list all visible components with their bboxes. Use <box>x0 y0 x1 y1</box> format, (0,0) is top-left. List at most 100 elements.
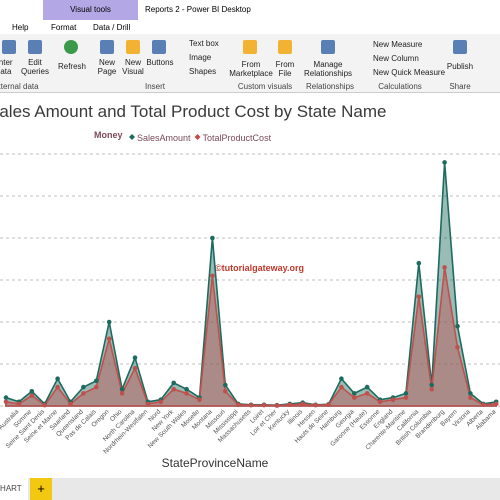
marker <box>119 391 125 396</box>
page-tab[interactable]: CHART <box>0 478 28 500</box>
marker <box>42 402 47 408</box>
chart-title: Sales Amount and Total Product Cost by S… <box>0 102 386 121</box>
group-label: Share <box>449 82 471 91</box>
page-tabs: CHART + <box>0 478 500 500</box>
marker <box>197 397 202 403</box>
marker <box>364 384 370 390</box>
marker <box>481 402 486 408</box>
marker <box>455 344 460 350</box>
button[interactable]: Image <box>189 53 212 62</box>
marker <box>493 401 499 407</box>
button[interactable]: New Column <box>373 54 419 63</box>
marker <box>16 401 22 407</box>
button[interactable]: Refresh <box>57 62 86 71</box>
marker <box>429 382 435 388</box>
marker <box>352 395 357 400</box>
group-label: External data <box>0 82 39 91</box>
marker <box>223 389 228 394</box>
group-label: Insert <box>144 82 165 91</box>
button[interactable]: New Measure <box>373 40 423 49</box>
button[interactable]: From File <box>275 60 295 78</box>
marker <box>132 355 138 361</box>
tab[interactable]: Data / Drill <box>93 23 131 32</box>
ribbon: Enter Data Edit Queries Refresh New Page… <box>0 34 500 93</box>
marker <box>468 391 473 396</box>
tab[interactable]: Help <box>12 23 29 32</box>
legend-marker <box>129 134 135 140</box>
x-axis-label: StateProvinceName <box>162 456 269 470</box>
marker <box>403 391 409 396</box>
marker <box>3 399 9 405</box>
button[interactable]: New Visual <box>122 58 144 76</box>
marker <box>132 365 138 371</box>
button[interactable]: Edit Queries <box>20 58 49 76</box>
marker <box>287 402 293 408</box>
button[interactable]: Shapes <box>189 67 217 76</box>
marker <box>223 382 228 388</box>
button[interactable]: From Marketplace <box>229 60 273 78</box>
marker <box>184 386 189 392</box>
marker <box>377 399 383 405</box>
marker <box>313 402 318 408</box>
marker <box>416 260 422 266</box>
marker <box>29 393 35 398</box>
marker <box>235 402 241 408</box>
marker <box>171 380 176 386</box>
group-label: Custom visuals <box>237 82 293 91</box>
marker <box>416 294 422 300</box>
button[interactable]: Enter Data <box>0 58 13 76</box>
marker <box>171 386 176 392</box>
marker <box>210 273 215 279</box>
legend-title: Money <box>94 130 123 140</box>
marker <box>81 391 86 396</box>
group-label: Relationships <box>305 82 355 91</box>
marker <box>94 384 99 390</box>
legend-label: SalesAmount <box>137 133 191 143</box>
chart: Sales Amount and Total Product Cost by S… <box>0 102 500 470</box>
group-label: Calculations <box>378 82 422 91</box>
marker <box>403 395 409 400</box>
watermark: ©tutorialgateway.org <box>215 263 304 273</box>
tab[interactable]: Format <box>51 23 77 32</box>
marker <box>55 384 60 390</box>
marker <box>442 265 447 270</box>
marker <box>261 402 267 408</box>
window-title: Reports 2 - Power BI Desktop <box>145 5 251 14</box>
button[interactable]: Buttons <box>146 58 174 67</box>
tab-bar: Help Format Data / Drill <box>0 20 500 34</box>
marker <box>210 235 215 241</box>
button[interactable]: New Quick Measure <box>373 68 446 77</box>
marker <box>442 160 447 165</box>
button[interactable]: Publish <box>446 62 474 71</box>
marker <box>81 384 86 390</box>
marker <box>468 395 473 400</box>
context-tab: Visual tools <box>43 0 138 20</box>
legend-marker <box>194 134 201 140</box>
marker <box>326 402 331 408</box>
marker <box>339 376 344 382</box>
button[interactable]: Text box <box>189 39 219 48</box>
marker <box>94 378 99 384</box>
marker <box>106 336 112 342</box>
marker <box>300 401 306 407</box>
marker <box>68 401 73 407</box>
marker <box>119 386 125 392</box>
marker <box>106 319 112 325</box>
marker <box>390 397 396 403</box>
marker <box>55 376 60 382</box>
add-page[interactable]: + <box>30 478 52 500</box>
button[interactable]: Manage Relationships <box>303 60 353 78</box>
marker <box>29 389 35 394</box>
marker <box>455 323 460 329</box>
marker <box>3 395 9 400</box>
button[interactable]: New Page <box>97 58 117 76</box>
area <box>5 267 497 407</box>
marker <box>352 391 357 396</box>
legend-label: TotalProductCost <box>203 133 272 143</box>
marker <box>274 403 280 408</box>
marker <box>339 384 344 390</box>
marker <box>364 391 370 396</box>
marker <box>429 386 435 392</box>
marker <box>248 402 254 408</box>
